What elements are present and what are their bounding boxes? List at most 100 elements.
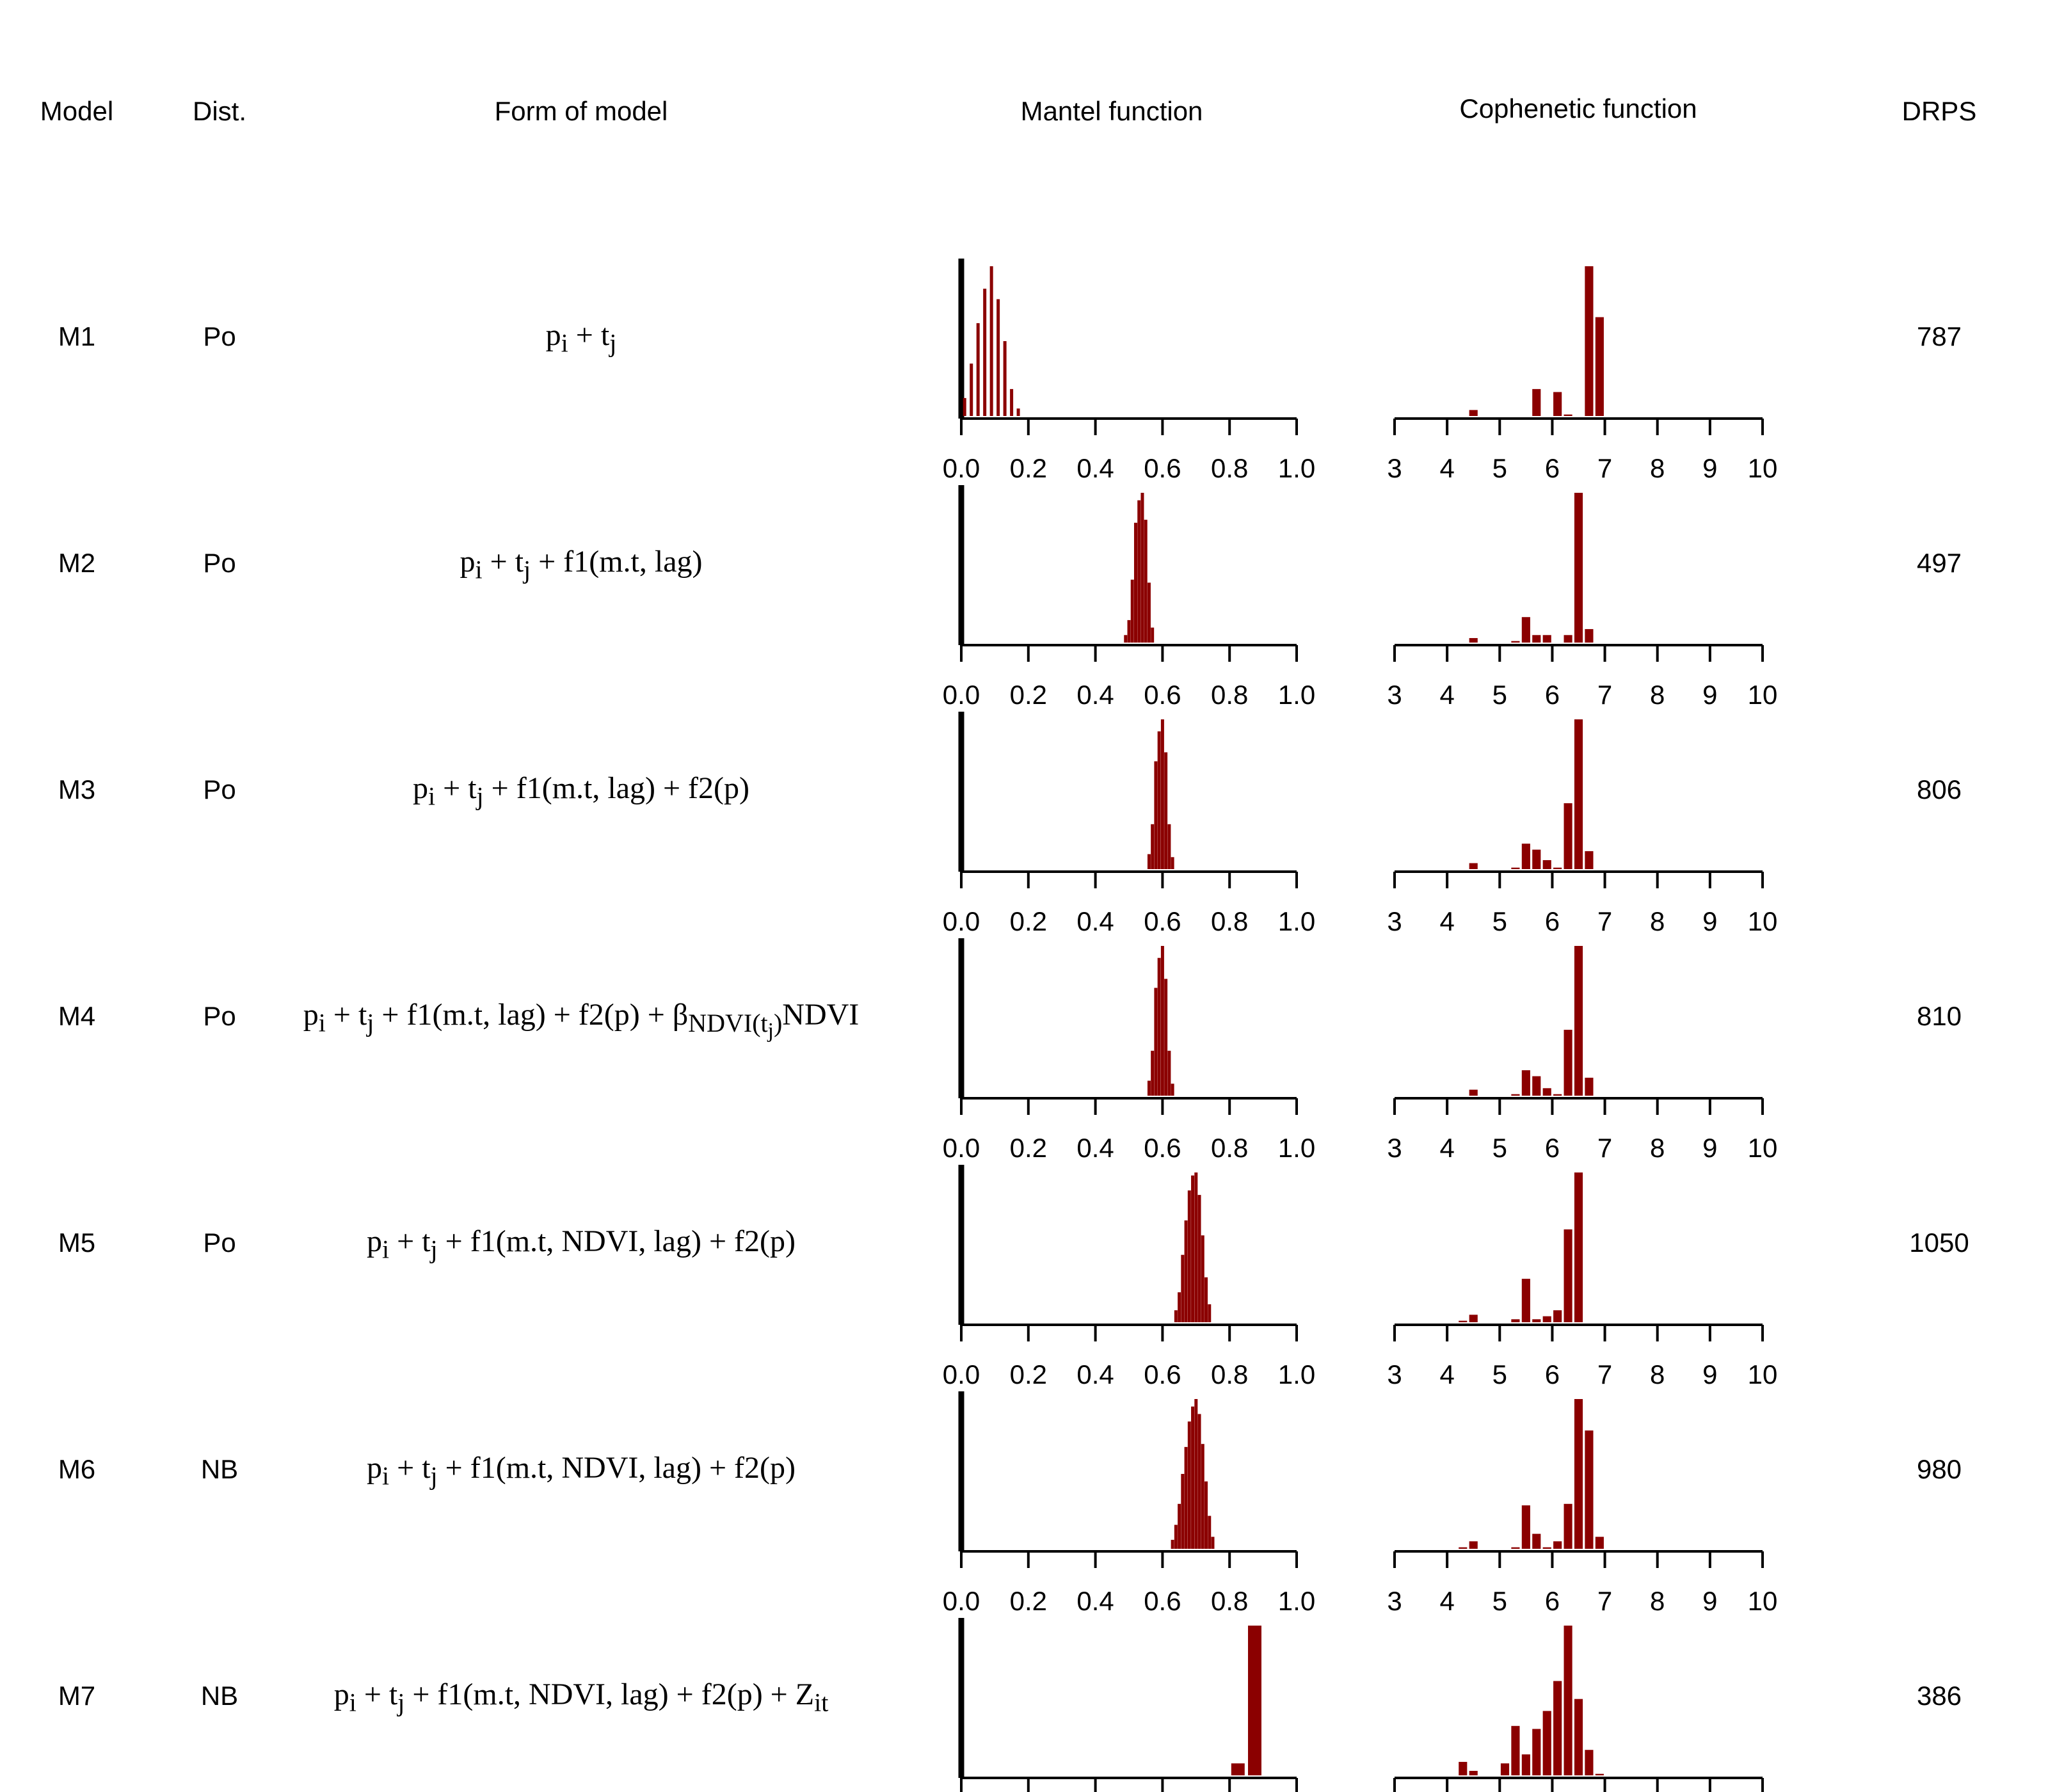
mantel-tick-label: 0.8 — [1211, 1586, 1248, 1616]
cophenetic-tick-label: 7 — [1597, 680, 1612, 710]
cophenetic-bar — [1511, 1094, 1520, 1096]
cophenetic-bar — [1532, 849, 1541, 869]
header-model: Model — [40, 96, 114, 126]
cophenetic-tick-label: 8 — [1650, 1586, 1665, 1616]
mantel-bar — [1174, 1524, 1178, 1549]
cophenetic-bar — [1585, 1077, 1594, 1096]
cophenetic-tick-label: 8 — [1650, 1359, 1665, 1389]
cophenetic-bar — [1595, 1537, 1604, 1549]
model-label: M4 — [58, 1001, 96, 1031]
cophenetic-tick-label: 6 — [1545, 1133, 1560, 1163]
dist-label: Po — [203, 774, 236, 804]
cophenetic-bar — [1532, 1076, 1541, 1096]
cophenetic-tick-label: 8 — [1650, 680, 1665, 710]
mantel-tick-label: 1.0 — [1278, 680, 1315, 710]
cophenetic-bar — [1585, 851, 1594, 869]
mantel-bar — [1201, 1235, 1204, 1322]
cophenetic-tick-label: 5 — [1492, 1359, 1507, 1389]
cophenetic-bar — [1574, 946, 1583, 1096]
drps-value: 787 — [1916, 321, 1962, 351]
cophenetic-bar — [1564, 1503, 1572, 1549]
mantel-bar — [1194, 1172, 1198, 1322]
cophenetic-tick-label: 7 — [1597, 1359, 1612, 1389]
cophenetic-bar — [1459, 1547, 1468, 1549]
cophenetic-bar — [1511, 1547, 1520, 1549]
cophenetic-tick-label: 7 — [1597, 1586, 1612, 1616]
cophenetic-bar — [1511, 641, 1520, 643]
cophenetic-bar — [1542, 1547, 1551, 1549]
mantel-bar — [1191, 1406, 1195, 1549]
mantel-tick-label: 1.0 — [1278, 1359, 1315, 1389]
cophenetic-tick-label: 5 — [1492, 1586, 1507, 1616]
cophenetic-tick-label: 6 — [1545, 453, 1560, 483]
mantel-bar — [1016, 408, 1020, 416]
model-formula: pi + tj + f1(m.t, NDVI, lag) + f2(p) + Z… — [333, 1677, 829, 1717]
cophenetic-bar — [1542, 1316, 1551, 1322]
mantel-bar — [1164, 979, 1168, 1096]
mantel-tick-label: 1.0 — [1278, 1133, 1315, 1163]
mantel-bar — [1010, 388, 1014, 416]
cophenetic-bar — [1532, 635, 1541, 643]
cophenetic-tick-label: 10 — [1748, 453, 1778, 483]
mantel-bar — [1211, 1537, 1215, 1549]
mantel-tick-label: 0.0 — [943, 453, 980, 483]
mantel-bar — [1147, 582, 1151, 643]
dist-label: Po — [203, 321, 236, 351]
mantel-bar — [976, 323, 980, 416]
cophenetic-bar — [1564, 635, 1572, 643]
cophenetic-tick-label: 3 — [1387, 1133, 1402, 1163]
cophenetic-tick-label: 5 — [1492, 680, 1507, 710]
cophenetic-tick-label: 9 — [1702, 453, 1717, 483]
mantel-bar — [1154, 761, 1158, 869]
mantel-bar — [1181, 1254, 1185, 1322]
mantel-bar — [1197, 1195, 1201, 1322]
mantel-bar — [1147, 1080, 1151, 1096]
mantel-bar — [1137, 500, 1141, 643]
cophenetic-bar — [1532, 1533, 1541, 1549]
mantel-bar — [1208, 1516, 1212, 1549]
cophenetic-tick-label: 4 — [1439, 453, 1454, 483]
mantel-tick-label: 0.0 — [943, 1133, 980, 1163]
cophenetic-tick-label: 6 — [1545, 1359, 1560, 1389]
cophenetic-bar — [1574, 1172, 1583, 1322]
cophenetic-bar — [1553, 1541, 1562, 1549]
model-label: M3 — [58, 774, 96, 804]
cophenetic-bar — [1521, 1070, 1530, 1096]
mantel-bar — [1164, 752, 1168, 869]
mantel-bar — [1140, 493, 1144, 643]
mantel-tick-label: 0.6 — [1144, 1586, 1181, 1616]
cophenetic-bar — [1564, 1229, 1572, 1322]
cophenetic-tick-label: 5 — [1492, 1133, 1507, 1163]
cophenetic-tick-label: 3 — [1387, 1586, 1402, 1616]
mantel-tick-label: 0.4 — [1076, 680, 1114, 710]
cophenetic-bar — [1469, 863, 1478, 869]
cophenetic-bar — [1585, 266, 1594, 416]
cophenetic-bar — [1564, 1030, 1572, 1096]
cophenetic-bar — [1469, 1541, 1478, 1549]
cophenetic-bar — [1469, 637, 1478, 643]
mantel-tick-label: 0.4 — [1076, 1133, 1114, 1163]
cophenetic-bar — [1585, 1430, 1594, 1549]
header-form: Form of model — [494, 96, 668, 126]
mantel-bar — [1167, 1050, 1171, 1096]
model-label: M7 — [58, 1681, 96, 1711]
mantel-tick-label: 0.6 — [1144, 1359, 1181, 1389]
cophenetic-tick-label: 4 — [1439, 1586, 1454, 1616]
mantel-bar — [1157, 957, 1161, 1096]
cophenetic-bar — [1459, 1320, 1468, 1322]
model-label: M1 — [58, 321, 96, 351]
mantel-bar — [1151, 627, 1155, 643]
mantel-bar — [1194, 1399, 1198, 1549]
mantel-tick-label: 0.2 — [1010, 453, 1047, 483]
cophenetic-tick-label: 9 — [1702, 1133, 1717, 1163]
mantel-bar — [1208, 1304, 1212, 1322]
mantel-tick-label: 0.2 — [1010, 1359, 1047, 1389]
mantel-bar — [1184, 1220, 1188, 1322]
cophenetic-tick-label: 5 — [1492, 453, 1507, 483]
mantel-tick-label: 0.2 — [1010, 1133, 1047, 1163]
cophenetic-bar — [1574, 1699, 1583, 1775]
cophenetic-bar — [1553, 1094, 1562, 1096]
mantel-tick-label: 0.6 — [1144, 453, 1181, 483]
cophenetic-bar — [1469, 410, 1478, 416]
cophenetic-tick-label: 10 — [1748, 906, 1778, 936]
